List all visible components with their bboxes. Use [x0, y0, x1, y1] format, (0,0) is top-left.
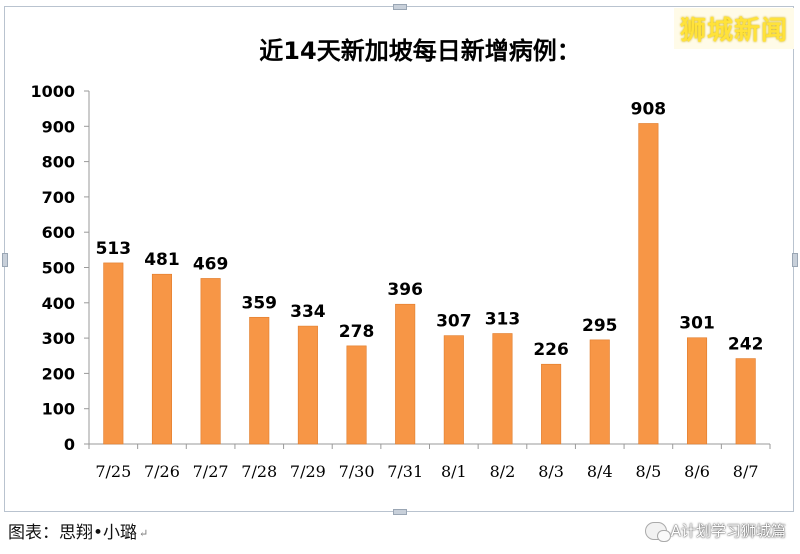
data-label: 469 [193, 254, 229, 274]
chart-title: 近14天新加坡每日新增病例： [259, 37, 580, 65]
y-tick-label: 700 [42, 188, 75, 207]
x-tick-label: 7/29 [290, 462, 326, 481]
y-tick-label: 100 [42, 400, 75, 419]
bar [443, 335, 464, 445]
y-tick-label: 1000 [30, 82, 75, 101]
x-tick-label: 7/28 [241, 462, 277, 481]
data-label: 301 [679, 314, 715, 334]
y-tick-label: 400 [42, 294, 75, 313]
bar [735, 358, 756, 445]
resize-handle-left[interactable] [2, 253, 8, 267]
data-label: 359 [242, 293, 278, 313]
resize-handle-top[interactable] [393, 4, 407, 10]
brand-logo-text: 狮城新闻 [673, 8, 794, 49]
x-tick-label: 8/2 [490, 462, 516, 481]
bar [492, 333, 513, 445]
x-tick-label: 7/30 [339, 462, 375, 481]
resize-handle-bottom[interactable] [393, 509, 407, 515]
caption-text: 图表：思翔•小璐 [8, 523, 138, 543]
y-tick-label: 800 [42, 153, 75, 172]
x-tick-label: 8/1 [441, 462, 467, 481]
y-tick-label: 0 [64, 435, 75, 454]
bar [346, 345, 367, 445]
bar [687, 337, 708, 445]
x-tick-label: 8/3 [538, 462, 564, 481]
watermark: A计划学习狮城篇 [644, 520, 786, 542]
data-label: 307 [436, 312, 472, 332]
y-tick-label: 200 [42, 364, 75, 383]
x-tick-label: 7/31 [387, 462, 423, 481]
x-tick-label: 8/6 [684, 462, 710, 481]
data-label: 226 [533, 340, 569, 360]
y-tick-label: 300 [42, 329, 75, 348]
axes: 0 100 200 300 400 500 600 700 800 900 1000 7/25 7/26… [30, 82, 771, 481]
data-label: 242 [728, 335, 764, 355]
wechat-icon [644, 521, 671, 542]
bar-chart: 近14天新加坡每日新增病例： 0 100 200 300 400 500 600 700 800… [30, 37, 771, 481]
data-label: 313 [485, 310, 521, 330]
bar [151, 273, 172, 445]
x-tick-label: 8/5 [636, 462, 662, 481]
watermark-text: A计划学习狮城篇 [670, 522, 786, 540]
data-labels: 513 481 469 359 334 278 396 307 313 226 295 908 301 2… [96, 99, 764, 360]
bar [638, 123, 659, 445]
data-label: 396 [387, 280, 423, 300]
x-tick-label: 7/27 [193, 462, 229, 481]
y-tick-label: 600 [42, 223, 75, 242]
bar [103, 262, 124, 445]
bars [103, 123, 756, 445]
data-label: 295 [582, 316, 618, 336]
bar [395, 303, 416, 445]
return-mark: ↵ [139, 527, 149, 540]
x-tick-label: 7/26 [144, 462, 180, 481]
bar [589, 339, 610, 445]
data-label: 481 [144, 250, 180, 270]
bar [200, 278, 221, 445]
x-tick-label: 8/7 [733, 462, 759, 481]
chart-caption: 图表：思翔•小璐 ↵ [8, 518, 148, 543]
data-label: 334 [290, 302, 326, 322]
data-label: 513 [96, 239, 132, 259]
y-tick-label: 900 [42, 117, 75, 136]
bar [249, 316, 270, 445]
data-label: 278 [339, 322, 375, 342]
bar [297, 325, 318, 445]
x-tick-label: 8/4 [587, 462, 613, 481]
x-tick-label: 7/25 [95, 462, 131, 481]
y-tick-label: 500 [42, 259, 75, 278]
data-label: 908 [631, 99, 667, 119]
resize-handle-right[interactable] [792, 253, 798, 267]
bar [541, 363, 562, 445]
